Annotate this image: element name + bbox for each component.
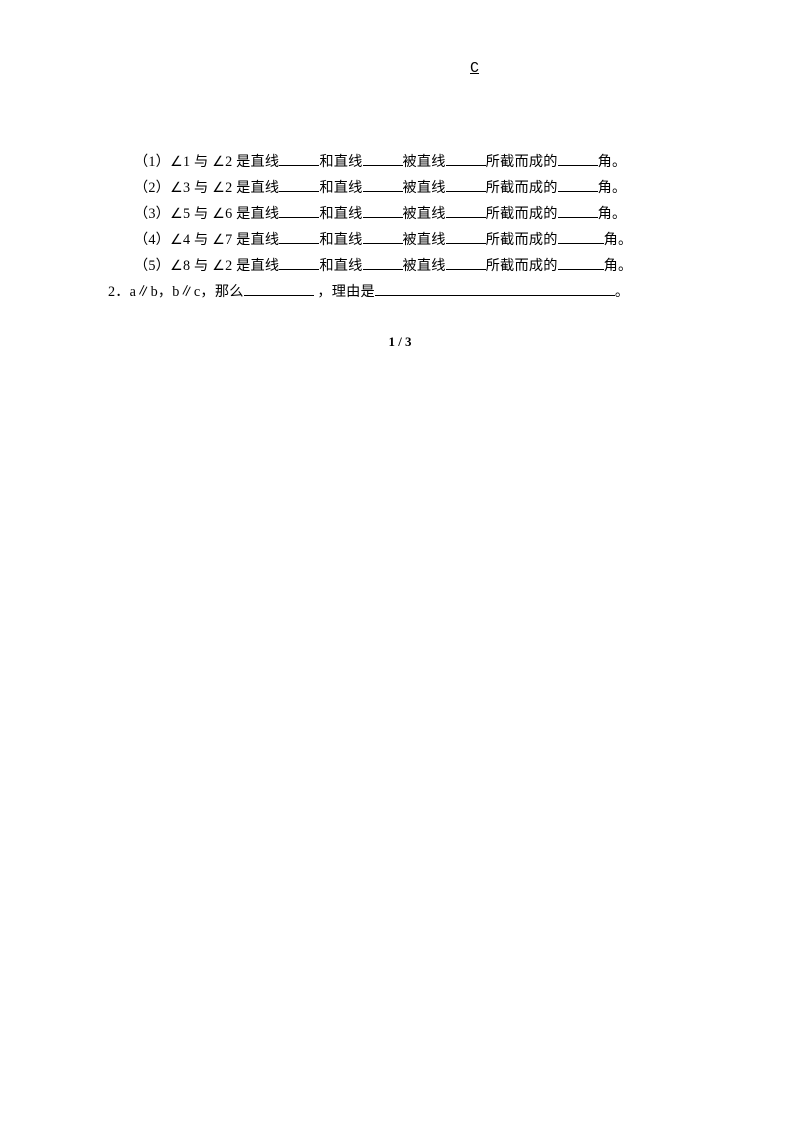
blank [558,256,604,270]
t-mid2: 被直线 [403,154,446,170]
t-mid1: 和直线 [319,154,362,170]
t-tail: 角。 [598,154,627,170]
angle-a: ∠8 [170,258,190,274]
t-mid3: 所截而成的 [486,180,558,196]
t-mid3: 所截而成的 [486,206,558,222]
blank [363,152,403,166]
question-2: 2．a∥b，b∥c，那么 ，理由是 。 [108,279,705,305]
t-tail: 角。 [598,206,627,222]
t-pre: 是直线 [236,180,279,196]
join: 与 [190,206,212,222]
t-tail: 角。 [604,232,633,248]
blank [363,230,403,244]
blank [279,152,319,166]
t-mid1: 和直线 [319,206,362,222]
item-num: （3） [134,206,170,222]
angle-b: ∠6 [212,206,232,222]
t-mid3: 所截而成的 [486,258,558,274]
blank [363,204,403,218]
t-tail: 角。 [598,180,627,196]
blank [279,204,319,218]
item-num: （1） [134,154,170,170]
angle-a: ∠1 [170,154,190,170]
item-2: （2）∠3 与 ∠2 是直线 和直线 被直线 所截而成的 角。 [108,175,705,201]
blank [446,178,486,192]
page-number: 1 / 3 [0,334,800,350]
t-mid2: 被直线 [403,232,446,248]
blank [558,178,598,192]
q2-mid: ，理由是 [314,284,375,300]
label-c: C [470,60,479,77]
item-num: （4） [134,232,170,248]
blank [558,152,598,166]
t-pre: 是直线 [236,206,279,222]
blank [375,282,615,296]
angle-a: ∠3 [170,180,190,196]
q2-prefix: 2．a∥b，b∥c，那么 [108,284,244,300]
t-mid1: 和直线 [319,180,362,196]
t-mid3: 所截而成的 [486,154,558,170]
t-mid2: 被直线 [403,206,446,222]
t-pre: 是直线 [236,232,279,248]
blank [279,178,319,192]
item-5: （5）∠8 与 ∠2 是直线 和直线 被直线 所截而成的 角。 [108,253,705,279]
t-mid1: 和直线 [319,258,362,274]
t-pre: 是直线 [236,258,279,274]
join: 与 [190,232,212,248]
item-num: （2） [134,180,170,196]
angle-a: ∠4 [170,232,190,248]
t-mid3: 所截而成的 [486,232,558,248]
blank [446,152,486,166]
item-num: （5） [134,258,170,274]
t-mid2: 被直线 [403,180,446,196]
blank [446,204,486,218]
join: 与 [190,180,212,196]
blank [363,178,403,192]
t-mid2: 被直线 [403,258,446,274]
item-1: （1）∠1 与 ∠2 是直线 和直线 被直线 所截而成的 角。 [108,149,705,175]
t-pre: 是直线 [236,154,279,170]
angle-b: ∠7 [212,232,232,248]
angle-b: ∠2 [212,154,232,170]
t-mid1: 和直线 [319,232,362,248]
blank [279,256,319,270]
page: C （1）∠1 与 ∠2 是直线和直线被直线所截而成的角。 （2）∠3 与 ∠2… [0,0,800,1132]
item-4: （4）∠4 与 ∠7 是直线 和直线 被直线 所截而成的 角。 [108,227,705,253]
blank [446,230,486,244]
content-block: （1）∠1 与 ∠2 是直线和直线被直线所截而成的角。 （2）∠3 与 ∠2 是… [108,149,705,305]
angle-b: ∠2 [212,180,232,196]
join: 与 [190,154,212,170]
blank [558,230,604,244]
angle-b: ∠2 [212,258,232,274]
blank [244,282,314,296]
item-3: （3）∠5 与 ∠6 是直线 和直线 被直线 所截而成的 角。 [108,201,705,227]
blank [279,230,319,244]
blank [558,204,598,218]
t-tail: 角。 [604,258,633,274]
angle-a: ∠5 [170,206,190,222]
blank [363,256,403,270]
join: 与 [190,258,212,274]
q2-suffix: 。 [615,284,629,300]
blank [446,256,486,270]
